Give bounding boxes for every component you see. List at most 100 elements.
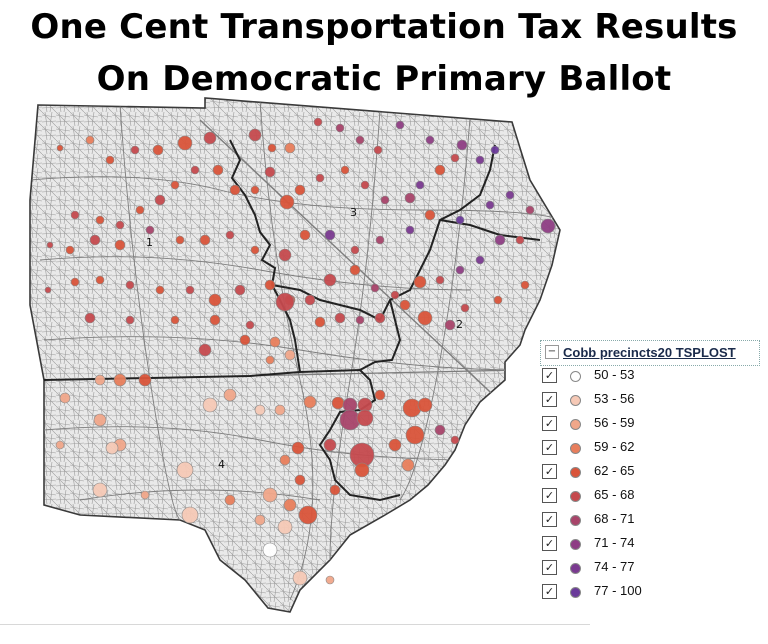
precinct-marker [292, 570, 308, 586]
precinct-marker [415, 180, 425, 190]
precinct-marker [349, 264, 361, 276]
legend-range-label: 50 - 53 [594, 367, 635, 382]
precinct-marker [155, 285, 165, 295]
precinct-marker [435, 275, 445, 285]
legend-swatch [570, 515, 581, 526]
legend-item: ✓ 56 - 59 [536, 414, 756, 434]
precinct-marker [485, 200, 495, 210]
precinct-marker [46, 241, 54, 249]
legend-range-label: 59 - 62 [594, 439, 635, 454]
precinct-marker [324, 229, 336, 241]
precinct-marker [525, 205, 535, 215]
legend-layer-name: Cobb precincts20 TSPLOST [563, 345, 736, 360]
precinct-marker [417, 397, 433, 413]
legend-checkbox[interactable]: ✓ [542, 584, 557, 599]
precinct-marker [399, 299, 411, 311]
precinct-marker [170, 315, 180, 325]
precinct-marker [314, 316, 326, 328]
precinct-marker [329, 484, 341, 496]
legend-checkbox[interactable]: ✓ [542, 368, 557, 383]
legend-swatch [570, 419, 581, 430]
legend-range-label: 56 - 59 [594, 415, 635, 430]
precinct-marker [315, 173, 325, 183]
precinct-marker [279, 454, 291, 466]
legend-checkbox[interactable]: ✓ [542, 464, 557, 479]
precinct-markers [44, 117, 556, 586]
legend-checkbox[interactable]: ✓ [542, 392, 557, 407]
precinct-marker [303, 395, 317, 409]
precinct-marker [239, 334, 251, 346]
district-label-2: 2 [456, 318, 463, 331]
precinct-marker [254, 514, 266, 526]
precinct-marker [520, 280, 530, 290]
precinct-marker [374, 389, 386, 401]
legend-range-label: 62 - 65 [594, 463, 635, 478]
precinct-marker [198, 343, 212, 357]
legend-item: ✓ 65 - 68 [536, 486, 756, 506]
precinct-marker [93, 413, 107, 427]
precinct-marker [325, 575, 335, 585]
precinct-marker [354, 462, 370, 478]
collapse-icon[interactable]: − [545, 345, 559, 359]
precinct-marker [152, 144, 164, 156]
legend-item: ✓ 59 - 62 [536, 438, 756, 458]
precinct-marker [284, 142, 296, 154]
precinct-marker [334, 312, 346, 324]
precinct-marker [95, 275, 105, 285]
precinct-marker [434, 424, 446, 436]
precinct-marker [455, 265, 465, 275]
precinct-marker [224, 494, 236, 506]
precinct-marker [356, 409, 374, 427]
precinct-marker [380, 195, 390, 205]
legend-item: ✓ 53 - 56 [536, 390, 756, 410]
title-line-1: One Cent Transportation Tax Results [30, 7, 738, 47]
legend-checkbox[interactable]: ✓ [542, 536, 557, 551]
precinct-marker [170, 180, 180, 190]
district-label-3: 3 [350, 206, 357, 219]
precinct-marker [405, 225, 415, 235]
precinct-marker [85, 135, 95, 145]
precinct-marker [199, 234, 211, 246]
precinct-marker [455, 215, 465, 225]
precinct-marker [267, 143, 277, 153]
legend-checkbox[interactable]: ✓ [542, 512, 557, 527]
precinct-marker [105, 155, 115, 165]
precinct-marker [208, 293, 222, 307]
legend-checkbox[interactable]: ✓ [542, 440, 557, 455]
legend-item: ✓ 77 - 100 [536, 582, 756, 602]
precinct-marker [234, 284, 246, 296]
precinct-marker [450, 435, 460, 445]
precinct-marker [375, 235, 385, 245]
precinct-marker [229, 184, 241, 196]
district-label-4: 4 [218, 458, 225, 471]
legend-range-label: 74 - 77 [594, 559, 635, 574]
precinct-marker [294, 474, 306, 486]
precinct-marker [402, 398, 422, 418]
precinct-marker [331, 396, 345, 410]
precinct-marker [283, 498, 297, 512]
legend-checkbox[interactable]: ✓ [542, 416, 557, 431]
precinct-marker [298, 505, 318, 525]
precinct-marker [203, 131, 217, 145]
precinct-marker [304, 294, 316, 306]
precinct-marker [313, 117, 323, 127]
legend-swatch [570, 539, 581, 550]
precinct-marker [70, 210, 80, 220]
precinct-marker [262, 487, 278, 503]
legend-checkbox[interactable]: ✓ [542, 488, 557, 503]
precinct-marker [56, 144, 64, 152]
precinct-marker [434, 164, 446, 176]
precinct-marker [105, 441, 119, 455]
legend-header[interactable]: − Cobb precincts20 TSPLOST [540, 340, 760, 366]
legend-checkbox[interactable]: ✓ [542, 560, 557, 575]
legend-item: ✓ 50 - 53 [536, 366, 756, 386]
precinct-marker [278, 248, 292, 262]
precinct-marker [444, 319, 456, 331]
precinct-marker [140, 490, 150, 500]
precinct-marker [181, 506, 199, 524]
precinct-marker [413, 275, 427, 289]
precinct-marker [185, 285, 195, 295]
legend-range-label: 53 - 56 [594, 391, 635, 406]
precinct-marker [475, 155, 485, 165]
precinct-marker [335, 123, 345, 133]
